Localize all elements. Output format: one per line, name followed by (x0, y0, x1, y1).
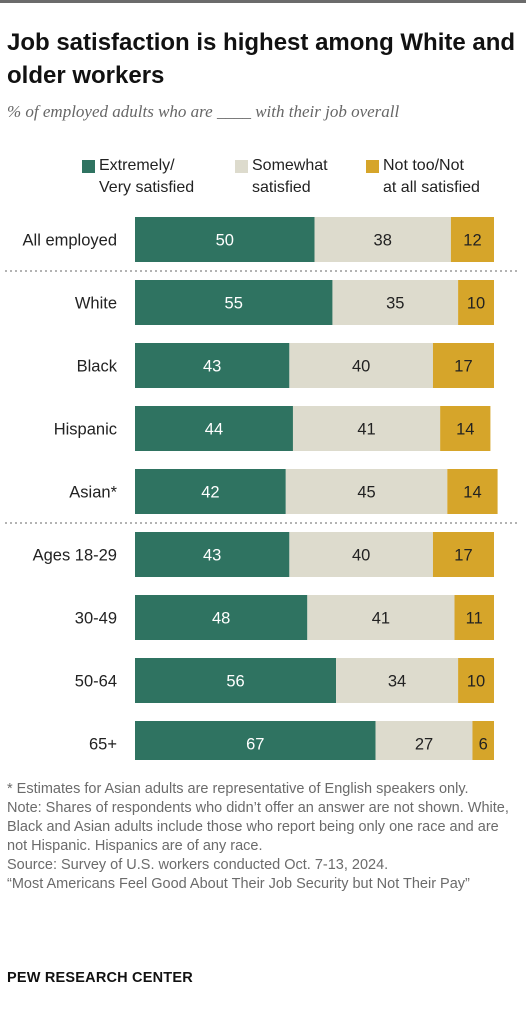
bar-segment (135, 658, 337, 703)
bar-segment (289, 532, 433, 577)
data-label: 41 (372, 610, 390, 628)
bar-segment (292, 406, 441, 451)
data-label: 17 (454, 547, 472, 565)
data-label: 41 (357, 421, 375, 439)
bar-segment (289, 343, 433, 388)
data-label: 27 (415, 736, 433, 754)
bar-segment (135, 469, 286, 514)
data-label: 44 (205, 421, 223, 439)
data-label: 40 (352, 358, 370, 376)
top-rule (0, 0, 526, 3)
pew-research-center-logo: PEW RESEARCH CENTER (7, 970, 193, 986)
bar-segment (285, 469, 448, 514)
category-label: 30-49 (75, 610, 117, 628)
bar-segment (440, 406, 491, 451)
data-label: 6 (479, 736, 488, 754)
data-label: 56 (226, 673, 244, 691)
category-label: Asian* (69, 484, 117, 502)
data-label: 34 (388, 673, 406, 691)
bar-segment (135, 595, 308, 640)
data-label: 50 (216, 232, 234, 250)
bar-segment (135, 532, 290, 577)
bar-segment (458, 658, 494, 703)
bar-segment (472, 721, 494, 760)
data-label: 35 (386, 295, 404, 313)
category-label: Hispanic (54, 421, 117, 439)
data-label: 10 (467, 295, 485, 313)
bar-segment (450, 217, 494, 262)
legend-swatch (82, 160, 95, 173)
data-label: 48 (212, 610, 230, 628)
legend-swatch (366, 160, 379, 173)
stacked-bar-chart: All employed 50 38 12 White 55 35 10 Black 43 40 17… (5, 217, 519, 760)
chart-subtitle: % of employed adults who are ____ with t… (7, 102, 400, 121)
bar-segment (332, 280, 459, 325)
data-label: 17 (454, 358, 472, 376)
bar-segment (432, 532, 494, 577)
bar-segment (375, 721, 473, 760)
category-label: 65+ (89, 736, 117, 754)
category-label: 50-64 (75, 673, 117, 691)
bar-segment (135, 406, 293, 451)
data-label: 55 (225, 295, 243, 313)
data-label: 45 (357, 484, 375, 502)
data-label: 14 (456, 421, 474, 439)
note-text: Note: Shares of respondents who didn’t o… (7, 800, 509, 854)
legend-swatch (235, 160, 248, 173)
data-label: 38 (374, 232, 392, 250)
category-label: All employed (23, 232, 117, 250)
chart-notes: * Estimates for Asian adults are represe… (7, 780, 522, 894)
bar-segment (432, 343, 494, 388)
data-label: 67 (246, 736, 264, 754)
data-label: 43 (203, 358, 221, 376)
bar-segment (307, 595, 455, 640)
data-label: 12 (463, 232, 481, 250)
bar-segment (135, 343, 290, 388)
legend-label: Extremely/ Very satisfied (99, 157, 195, 196)
bar-segment (447, 469, 498, 514)
bar-segment (135, 721, 376, 760)
asian-footnote: * Estimates for Asian adults are represe… (7, 781, 469, 797)
data-label: 43 (203, 547, 221, 565)
report-title: “Most Americans Feel Good About Their Jo… (7, 876, 470, 892)
bar-segment (135, 217, 315, 262)
data-label: 11 (466, 610, 483, 628)
category-label: White (75, 295, 117, 313)
data-label: 14 (463, 484, 481, 502)
bar-segment (336, 658, 459, 703)
bar-segment (135, 280, 333, 325)
legend-label: Not too/Not at all satisfied (383, 157, 480, 196)
legend-label: Somewhat satisfied (252, 157, 328, 196)
category-label: Black (77, 358, 118, 376)
bar-segment (454, 595, 494, 640)
chart-title: Job satisfaction is highest among White … (7, 29, 516, 89)
bar-segment (314, 217, 451, 262)
data-label: 10 (467, 673, 485, 691)
data-label: 42 (201, 484, 219, 502)
data-label: 40 (352, 547, 370, 565)
category-label: Ages 18-29 (33, 547, 117, 565)
bar-segment (458, 280, 494, 325)
source-text: Source: Survey of U.S. workers conducted… (7, 857, 389, 873)
